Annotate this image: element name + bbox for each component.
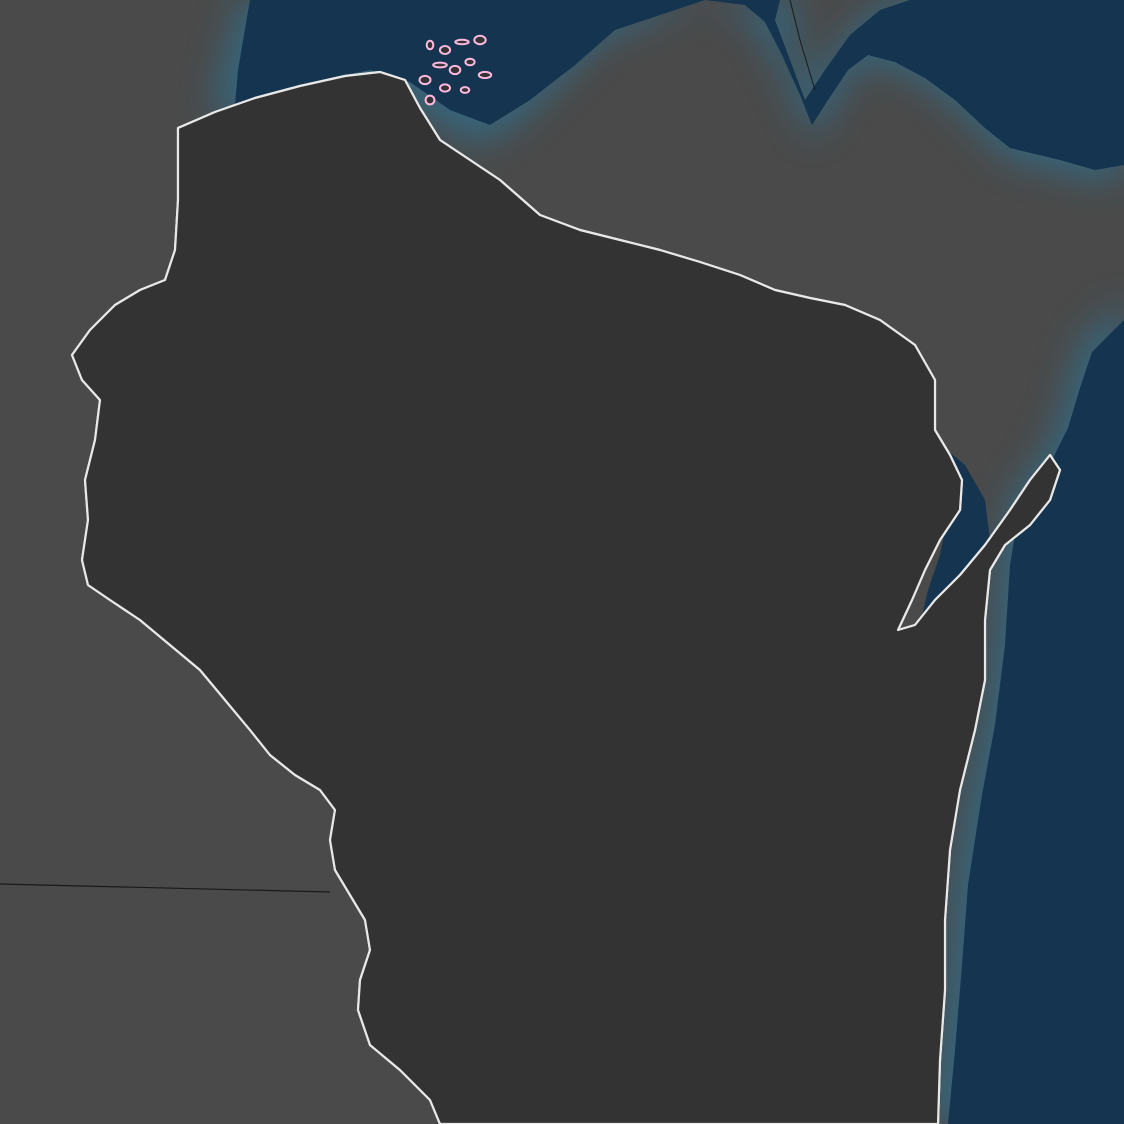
state-borders	[0, 0, 816, 893]
island	[464, 57, 476, 67]
island	[425, 39, 435, 51]
island	[418, 74, 432, 86]
island	[448, 64, 462, 76]
lake-michigan	[920, 300, 1124, 1124]
island	[459, 86, 471, 94]
apostle-islands	[418, 34, 493, 106]
island	[473, 34, 487, 46]
island	[438, 45, 452, 55]
island	[454, 38, 470, 46]
island	[432, 61, 448, 69]
island	[439, 83, 451, 93]
island	[477, 70, 493, 80]
island	[424, 94, 436, 106]
